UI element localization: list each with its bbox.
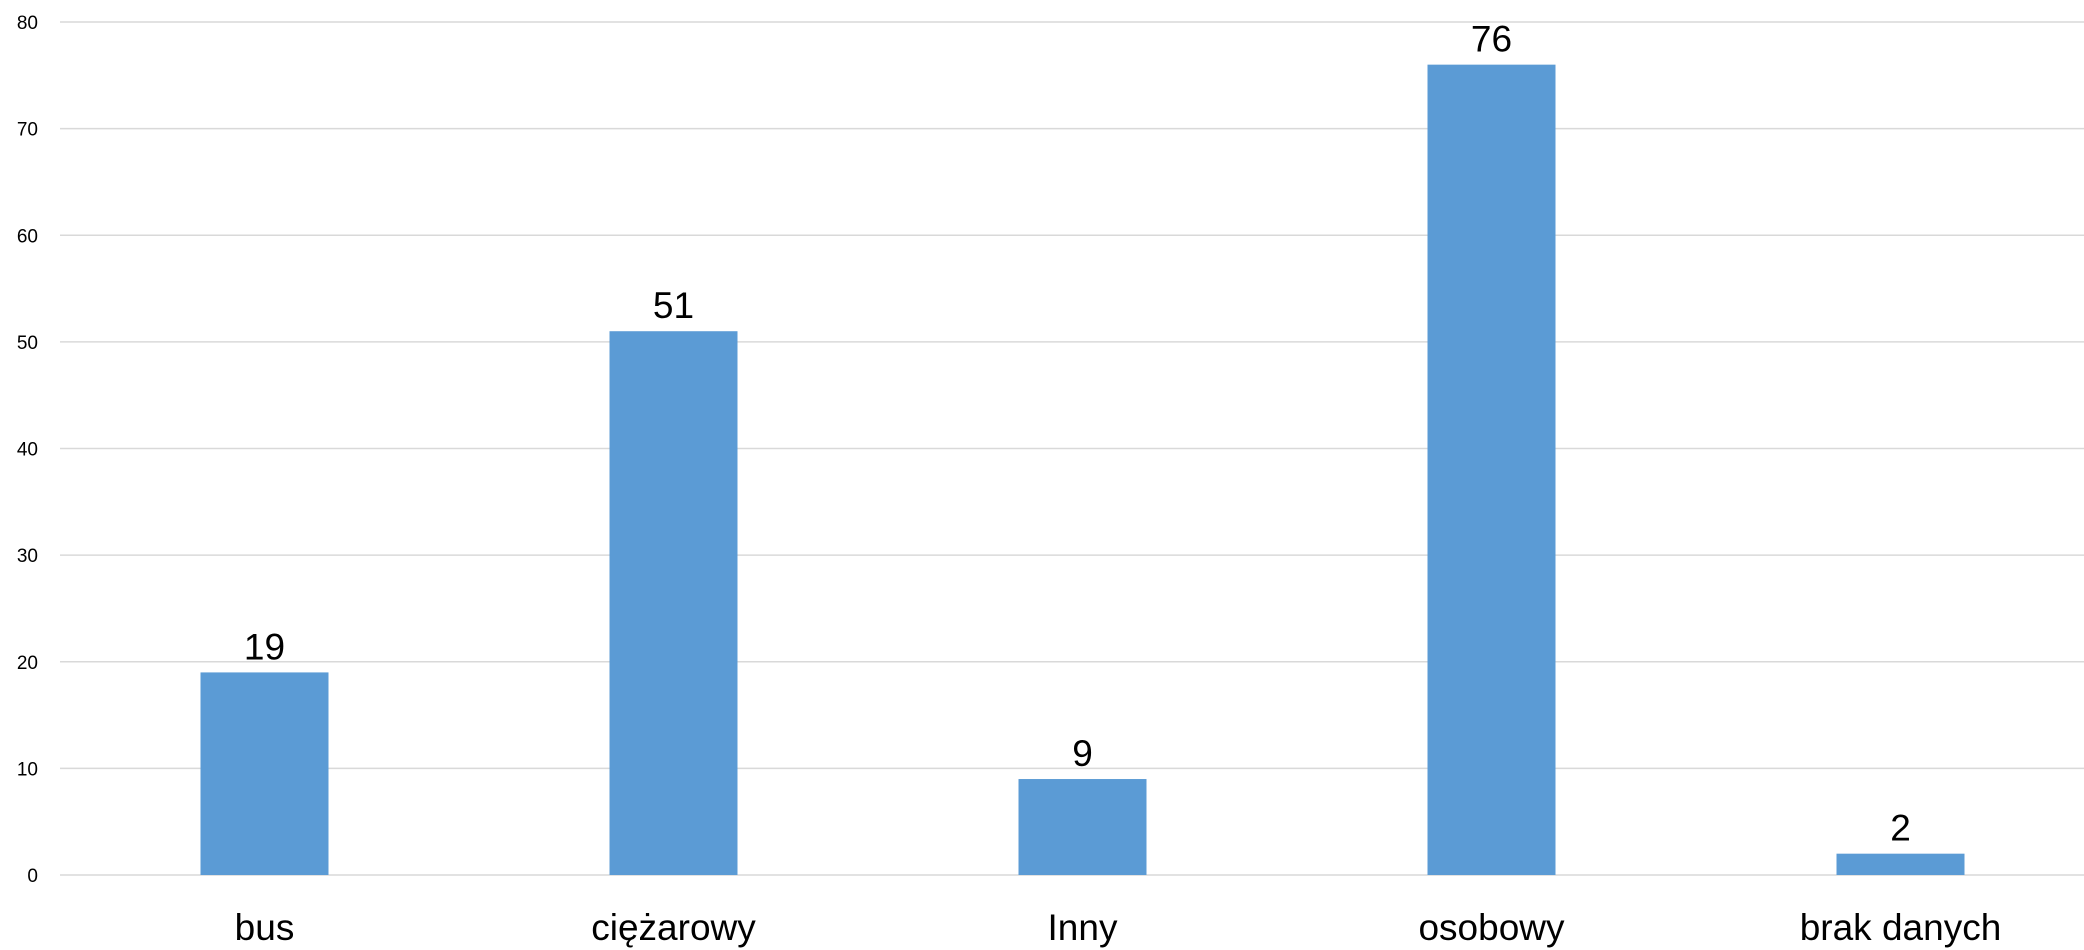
y-tick-label: 10 <box>17 759 38 780</box>
bar <box>609 331 738 875</box>
data-label: 9 <box>1072 733 1093 774</box>
y-tick-label: 40 <box>17 440 38 461</box>
bar <box>200 672 329 875</box>
y-tick-label: 70 <box>17 120 38 141</box>
data-label: 76 <box>1471 19 1512 60</box>
category-label: Inny <box>1048 907 1118 948</box>
gridlines <box>60 21 2084 876</box>
data-labels: 19 51 9 76 2 <box>244 19 1911 849</box>
category-label: ciężarowy <box>591 907 756 948</box>
y-tick-label: 30 <box>17 546 38 567</box>
bar <box>1836 853 1965 875</box>
y-axis-tick-labels: 0 10 20 30 40 50 60 70 80 <box>17 13 38 887</box>
y-tick-label: 80 <box>17 13 38 34</box>
y-tick-label: 60 <box>17 226 38 247</box>
bar <box>1427 64 1556 875</box>
category-label: bus <box>235 907 295 948</box>
x-axis-category-labels: bus ciężarowy Inny osobowy brak danych <box>235 907 2002 948</box>
category-label: osobowy <box>1418 907 1565 948</box>
y-tick-label: 50 <box>17 333 38 354</box>
data-label: 19 <box>244 626 285 667</box>
bar <box>1018 779 1147 875</box>
bars <box>200 64 1965 875</box>
y-tick-label: 20 <box>17 653 38 674</box>
category-label: brak danych <box>1800 907 2002 948</box>
data-label: 51 <box>653 285 694 326</box>
y-tick-label: 0 <box>27 866 38 887</box>
data-label: 2 <box>1890 808 1911 849</box>
